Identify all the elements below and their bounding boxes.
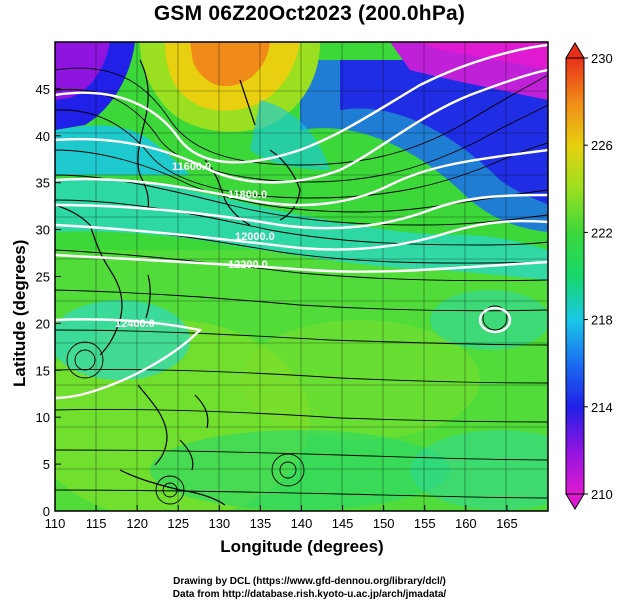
colorbar-tick-label: 214 [591, 400, 613, 415]
x-tick-label: 140 [291, 516, 313, 531]
contour-label: 12200.0 [228, 259, 268, 271]
y-tick-label: 40 [36, 129, 50, 144]
height-contours [55, 43, 548, 400]
x-tick-label: 130 [208, 516, 230, 531]
x-tick-label: 160 [455, 516, 477, 531]
colorbar-gradient [565, 57, 585, 495]
x-tick-label: 120 [126, 516, 148, 531]
contour-label: 12400.0 [115, 318, 155, 330]
colorbar-tick-label: 210 [591, 487, 613, 502]
y-tick-label: 30 [36, 223, 50, 238]
x-tick-label: 125 [167, 516, 189, 531]
x-axis: 110 115 120 125 130 135 140 145 150 155 160 165 [45, 505, 518, 531]
y-tick-label: 15 [36, 363, 50, 378]
colorbar-tick-label: 226 [591, 138, 613, 153]
x-tick-label: 135 [250, 516, 272, 531]
colorbar-tick-label: 222 [591, 225, 613, 240]
x-axis-label: Longitude (degrees) [220, 537, 384, 556]
y-tick-label: 10 [36, 410, 50, 425]
footer-credit-dcl: Drawing by DCL (https://www.gfd-dennou.o… [173, 576, 446, 587]
y-axis: 0 5 10 15 20 25 30 35 40 45 [36, 82, 61, 519]
x-tick-label: 145 [332, 516, 354, 531]
colorbar-min-arrow [565, 493, 585, 510]
x-tick-label: 110 [45, 516, 66, 531]
colorbar: 210 214 218 222 226 230 [565, 42, 613, 510]
colorbar-ticks: 210 214 218 222 226 230 [584, 51, 613, 502]
y-tick-label: 45 [36, 82, 50, 97]
x-tick-label: 165 [496, 516, 518, 531]
y-tick-label: 20 [36, 316, 50, 331]
contour-label: 11800.0 [228, 189, 267, 201]
contour-label: 11600.0 [172, 161, 211, 173]
y-tick-label: 25 [36, 270, 50, 285]
y-tick-label: 5 [43, 457, 50, 472]
x-tick-label: 115 [86, 516, 107, 531]
footer-credit-data: Data from http://database.rish.kyoto-u.a… [172, 589, 447, 600]
y-tick-label: 35 [36, 176, 50, 191]
contour-label: 12000.0 [235, 231, 275, 243]
y-tick-label: 0 [43, 504, 50, 519]
colorbar-max-arrow [565, 42, 585, 59]
colorbar-tick-label: 218 [591, 313, 613, 328]
contour-label-group: 11600.0 11800.0 12000.0 12200.0 12400.0 [115, 161, 275, 330]
colorbar-tick-label: 230 [591, 51, 613, 66]
temperature-field: 11600.0 11800.0 12000.0 12200.0 12400.0 [55, 42, 548, 511]
x-tick-label: 150 [373, 516, 395, 531]
y-axis-label: Latitude (degrees) [10, 239, 29, 387]
x-tick-label: 155 [414, 516, 436, 531]
chart-title: GSM 06Z20Oct2023 (200.0hPa) [153, 2, 466, 25]
